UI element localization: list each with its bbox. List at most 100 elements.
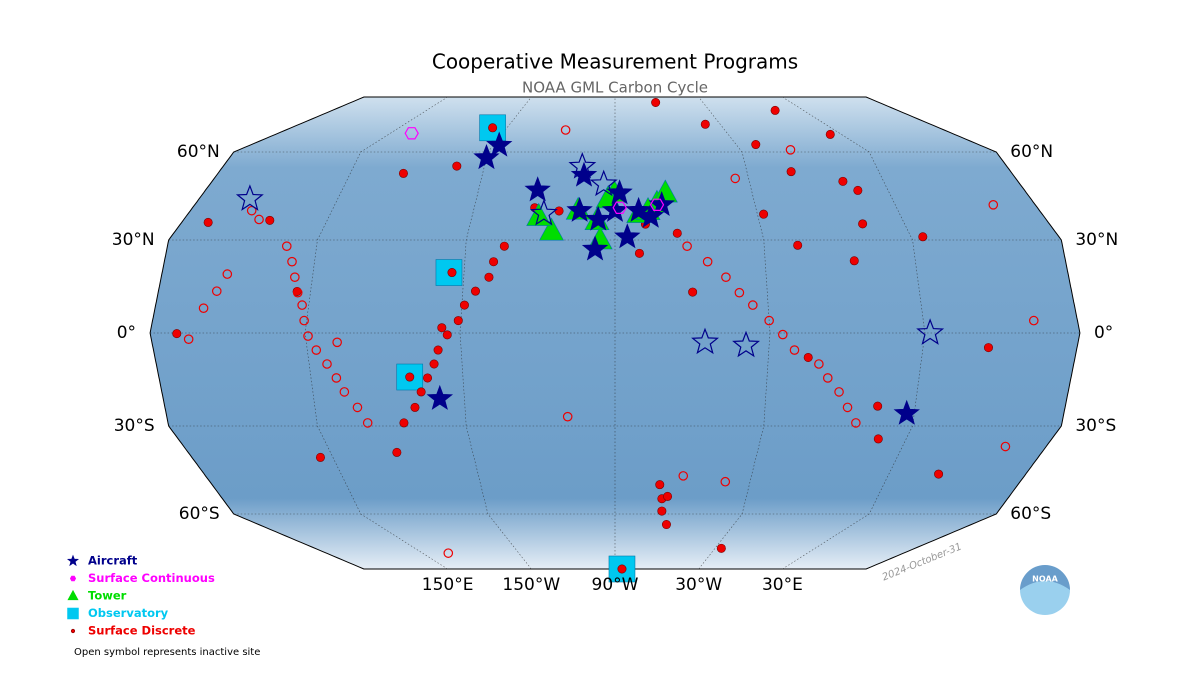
site-marker <box>570 161 598 187</box>
site-marker <box>254 214 264 225</box>
site-marker <box>672 228 682 238</box>
lon-label: 30°W <box>675 575 722 595</box>
site-marker <box>601 196 629 222</box>
site-marker <box>834 387 844 397</box>
site-marker <box>398 168 408 178</box>
site-marker <box>649 198 665 211</box>
site-marker <box>433 345 443 355</box>
site-marker <box>851 418 861 428</box>
program-sites <box>172 98 1039 574</box>
site-marker <box>637 202 664 228</box>
site-marker <box>657 506 667 516</box>
site-marker <box>617 564 627 574</box>
lat-label-left: 0° <box>117 323 136 343</box>
site-marker <box>566 196 593 222</box>
site-marker <box>404 127 419 140</box>
site-marker <box>849 256 859 266</box>
site-marker <box>720 476 731 487</box>
lat-label-left: 60°S <box>179 504 220 524</box>
site-marker <box>751 140 761 150</box>
site-marker <box>625 196 652 222</box>
logo-disc <box>1020 565 1070 615</box>
site-marker <box>786 167 796 177</box>
legend-label: Surface Continuous <box>88 571 215 585</box>
site-marker <box>842 402 853 413</box>
site-marker <box>789 345 800 355</box>
subtitle: NOAA GML Carbon Cycle <box>522 79 708 97</box>
site-marker <box>585 205 612 231</box>
lat-label-left: 30°N <box>112 230 155 250</box>
site-marker <box>303 331 313 341</box>
site-marker <box>814 359 824 369</box>
logo-text: NOAA <box>1032 575 1058 584</box>
site-marker <box>873 401 883 411</box>
site-marker <box>1000 441 1011 452</box>
site-marker <box>299 315 309 326</box>
lat-label-right: 60°N <box>1010 142 1053 162</box>
site-marker <box>297 300 307 310</box>
site-marker <box>331 373 342 383</box>
legend-label: Observatory <box>88 606 169 620</box>
site-marker <box>198 303 209 313</box>
title: Cooperative Measurement Programs <box>432 50 798 74</box>
site-marker <box>661 520 671 530</box>
site-marker <box>777 329 788 340</box>
site-marker <box>853 185 863 195</box>
lat-label-right: 0° <box>1094 323 1113 343</box>
site-marker <box>281 241 292 251</box>
grid-labels: 60°N 60°N 30°N 30°N 0° 0° 30°S 30°S 60°S 60°S 150°… <box>112 142 1118 595</box>
site-marker <box>172 329 182 339</box>
site-marker <box>442 330 452 340</box>
site-marker <box>651 98 661 108</box>
site-marker <box>700 119 710 129</box>
lon-label: 90°W <box>592 575 639 595</box>
site-marker <box>459 300 469 310</box>
site-marker <box>315 452 325 462</box>
site-marker <box>484 272 494 282</box>
legend-swatch <box>69 575 77 582</box>
site-marker <box>405 372 415 382</box>
site-marker <box>183 334 194 344</box>
site-marker <box>352 402 363 413</box>
site-marker <box>634 248 644 258</box>
lat-label-left: 60°N <box>177 142 220 162</box>
site-marker <box>529 198 558 226</box>
site-marker <box>362 418 373 428</box>
site-marker <box>560 125 571 135</box>
site-marker <box>399 418 409 428</box>
site-marker <box>858 219 868 229</box>
lon-label: 150°E <box>422 575 474 595</box>
site-marker <box>437 323 447 333</box>
lat-label-left: 30°S <box>114 416 155 436</box>
site-marker <box>488 123 498 133</box>
site-marker <box>423 373 433 383</box>
site-marker <box>1028 315 1039 326</box>
program-sites <box>404 127 665 214</box>
site-marker <box>322 359 332 369</box>
site-marker <box>682 241 692 251</box>
site-marker <box>292 287 303 298</box>
lon-label: 150°W <box>502 575 560 595</box>
site-marker <box>803 352 813 362</box>
site-marker <box>568 152 597 179</box>
site-marker <box>825 129 835 139</box>
site-marker <box>589 169 618 197</box>
site-marker <box>426 384 454 410</box>
site-marker <box>983 343 993 353</box>
program-sites <box>396 114 636 583</box>
site-marker <box>332 337 342 348</box>
site-marker <box>290 272 300 282</box>
site-marker <box>562 411 573 422</box>
lat-label-right: 60°S <box>1010 504 1051 524</box>
site-marker <box>453 316 463 326</box>
site-marker <box>748 300 758 310</box>
site-marker <box>203 217 213 227</box>
site-marker <box>429 359 439 369</box>
site-marker <box>663 491 673 501</box>
site-marker <box>612 201 627 214</box>
site-marker <box>287 256 297 267</box>
meridian <box>698 96 771 570</box>
site-marker <box>916 318 945 345</box>
site-marker <box>838 176 848 186</box>
site-marker <box>759 209 769 219</box>
